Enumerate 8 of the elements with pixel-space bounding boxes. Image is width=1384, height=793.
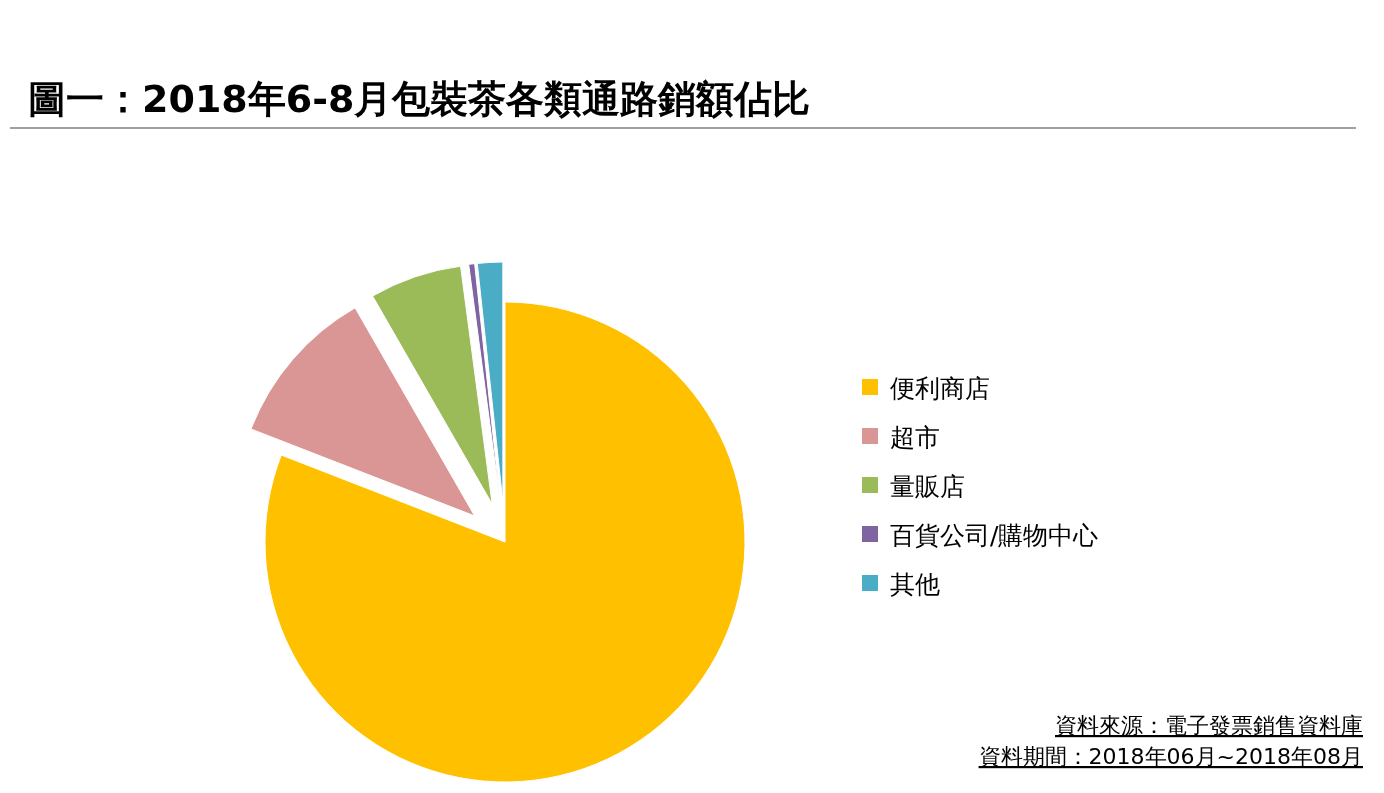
source-note: 資料來源：電子發票銷售資料庫 — [1055, 713, 1363, 738]
legend-label: 其他 — [890, 570, 940, 599]
legend-label: 量販店 — [890, 472, 965, 501]
legend-label: 百貨公司/購物中心 — [890, 521, 1099, 550]
chart-title: 圖一：2018年6-8月包裝茶各類通路銷額佔比 — [28, 77, 811, 121]
legend-label: 超市 — [890, 423, 940, 452]
text: 資料期間：2018年06月~2018年08月 — [978, 744, 1363, 769]
legend-label: 便利商店 — [890, 374, 990, 403]
